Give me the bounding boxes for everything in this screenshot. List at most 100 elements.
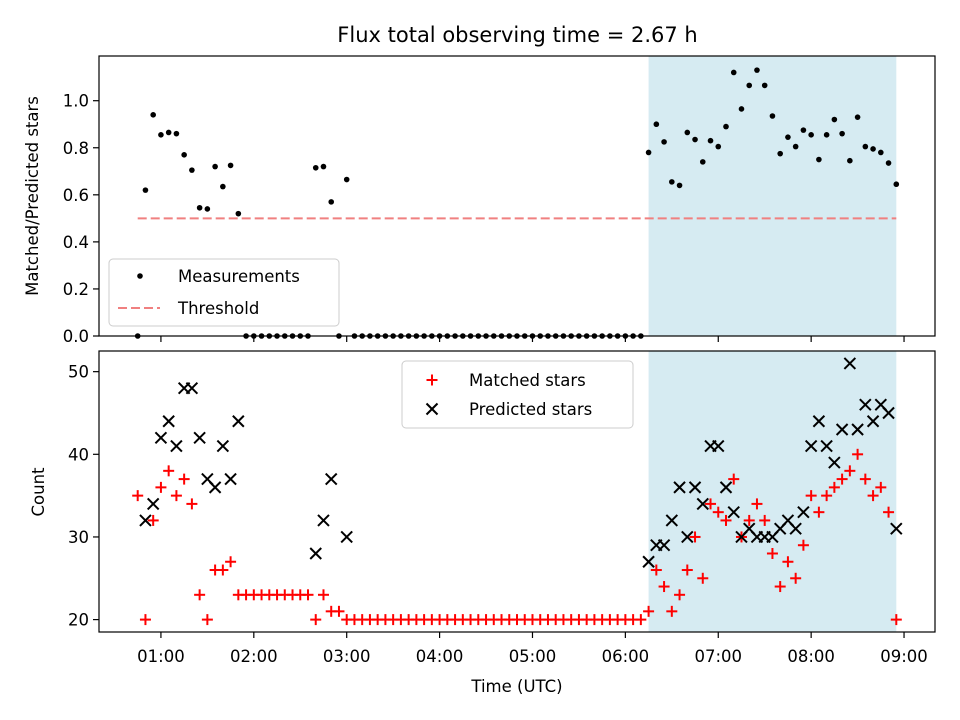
measurement-point — [189, 167, 195, 173]
predicted-star-point-b — [820, 439, 833, 453]
predicted-star-point-b — [146, 497, 160, 511]
x-axis-label: Time (UTC) — [470, 677, 562, 696]
measurement-point — [808, 132, 814, 138]
measurement-point — [893, 181, 900, 188]
predicted-star-point — [835, 423, 849, 436]
predicted-star-point-b — [688, 481, 702, 494]
measurement-point — [235, 210, 242, 217]
matched-star-point — [782, 556, 794, 568]
measurement-point — [761, 82, 768, 89]
measurement-point — [661, 139, 667, 145]
count-x-tick-label: 01:00 — [137, 647, 185, 666]
legend-measurements-marker — [137, 273, 143, 279]
matched-star-point — [666, 605, 678, 617]
predicted-star-point — [797, 505, 810, 519]
measurement-point — [312, 164, 319, 171]
matched-star-point — [712, 506, 724, 518]
measurement-point — [885, 160, 892, 166]
matched-star-point — [139, 614, 151, 626]
predicted-star-point — [866, 415, 880, 428]
predicted-star-point-b — [665, 514, 679, 527]
legend-matched-label: Matched stars — [469, 371, 586, 390]
measurement-point — [839, 130, 845, 137]
legend-matched-marker — [426, 374, 438, 386]
matched-star-point — [674, 589, 686, 601]
measurement-point — [158, 132, 164, 138]
chart-title: Flux total observing time = 2.67 h — [337, 23, 697, 47]
measurement-point — [831, 116, 838, 123]
predicted-star-point-b — [170, 439, 183, 453]
legend-measurements-label: Measurements — [178, 267, 300, 286]
predicted-stars-points — [139, 357, 903, 568]
measurement-point — [204, 206, 211, 212]
matched-star-point — [132, 490, 144, 502]
measurement-point — [699, 159, 706, 165]
count-legend-box — [401, 360, 634, 429]
predicted-star-point — [657, 539, 671, 552]
predicted-star-point-b — [673, 481, 686, 494]
matched-star-point — [186, 498, 198, 510]
measurement-point — [150, 112, 156, 118]
ratio-y-tick-label: 0.4 — [63, 233, 89, 252]
matched-star-point — [790, 572, 802, 584]
predicted-star-point — [162, 415, 175, 428]
measurement-point — [878, 149, 884, 156]
measurement-point — [715, 143, 722, 150]
predicted-star-point — [812, 415, 826, 428]
predicted-star-point-b — [325, 472, 338, 486]
matched-star-point — [163, 465, 175, 477]
ratio-y-ticks: 0.0 0.2 0.4 0.6 0.8 1.0 — [63, 92, 99, 346]
ratio-y-tick-label: 1.0 — [63, 92, 89, 111]
predicted-star-point — [193, 431, 206, 444]
count-y-tick-label: 40 — [68, 445, 89, 464]
matched-star-point — [225, 556, 237, 568]
matched-star-point — [333, 605, 345, 617]
predicted-star-point-b — [727, 505, 740, 519]
ratio-y-axis-label: Matched/Predicted stars — [23, 96, 42, 296]
measurement-point — [173, 130, 180, 137]
predicted-star-point-b — [340, 530, 353, 544]
ratio-x-ticks — [160, 336, 905, 342]
predicted-star-point-b — [804, 439, 818, 453]
ratio-panel: 0.0 0.2 0.4 0.6 0.8 1.0 Matched/Predicted sta… — [23, 55, 936, 346]
count-x-tick-label: 06:00 — [602, 647, 650, 666]
measurement-point — [746, 82, 753, 89]
predicted-star-point-b — [781, 514, 795, 527]
measurement-point — [738, 106, 745, 112]
predicted-star-point-b — [797, 505, 810, 519]
predicted-star-point-b — [154, 431, 168, 444]
count-axes-frame — [98, 350, 936, 633]
matched-star-point — [635, 614, 647, 626]
predicted-star-point — [317, 514, 330, 527]
matched-star-point — [859, 473, 871, 485]
count-x-tick-label: 05:00 — [509, 647, 557, 666]
predicted-star-point-b — [139, 514, 152, 527]
matched-star-point — [650, 564, 662, 576]
predicted-star-point — [208, 481, 222, 494]
count-x-tick-label: 08:00 — [787, 647, 835, 666]
predicted-star-point — [820, 439, 833, 453]
predicted-star-point — [642, 555, 655, 568]
measurement-point — [669, 179, 675, 185]
predicted-star-point-b — [851, 423, 864, 436]
matched-star-point — [194, 589, 206, 601]
predicted-star-point — [681, 530, 694, 544]
matched-star-point — [728, 473, 740, 485]
matched-star-point — [720, 514, 732, 526]
ratio-y-tick-label: 0.0 — [63, 327, 89, 346]
matched-star-point — [681, 564, 693, 576]
matched-star-point — [805, 490, 817, 502]
matched-star-point — [867, 490, 879, 502]
measurement-point — [792, 143, 799, 150]
count-y-ticks: 20 30 40 50 — [68, 363, 99, 630]
ratio-axes-frame — [98, 55, 936, 337]
matched-star-point — [697, 572, 709, 584]
predicted-star-point-b — [185, 381, 199, 395]
measurement-point — [343, 176, 350, 183]
predicted-star-point-b — [835, 423, 849, 436]
measurement-point — [692, 136, 698, 143]
predicted-star-point-b — [232, 415, 245, 428]
predicted-star-point-b — [317, 514, 330, 527]
matched-star-point — [844, 465, 856, 477]
